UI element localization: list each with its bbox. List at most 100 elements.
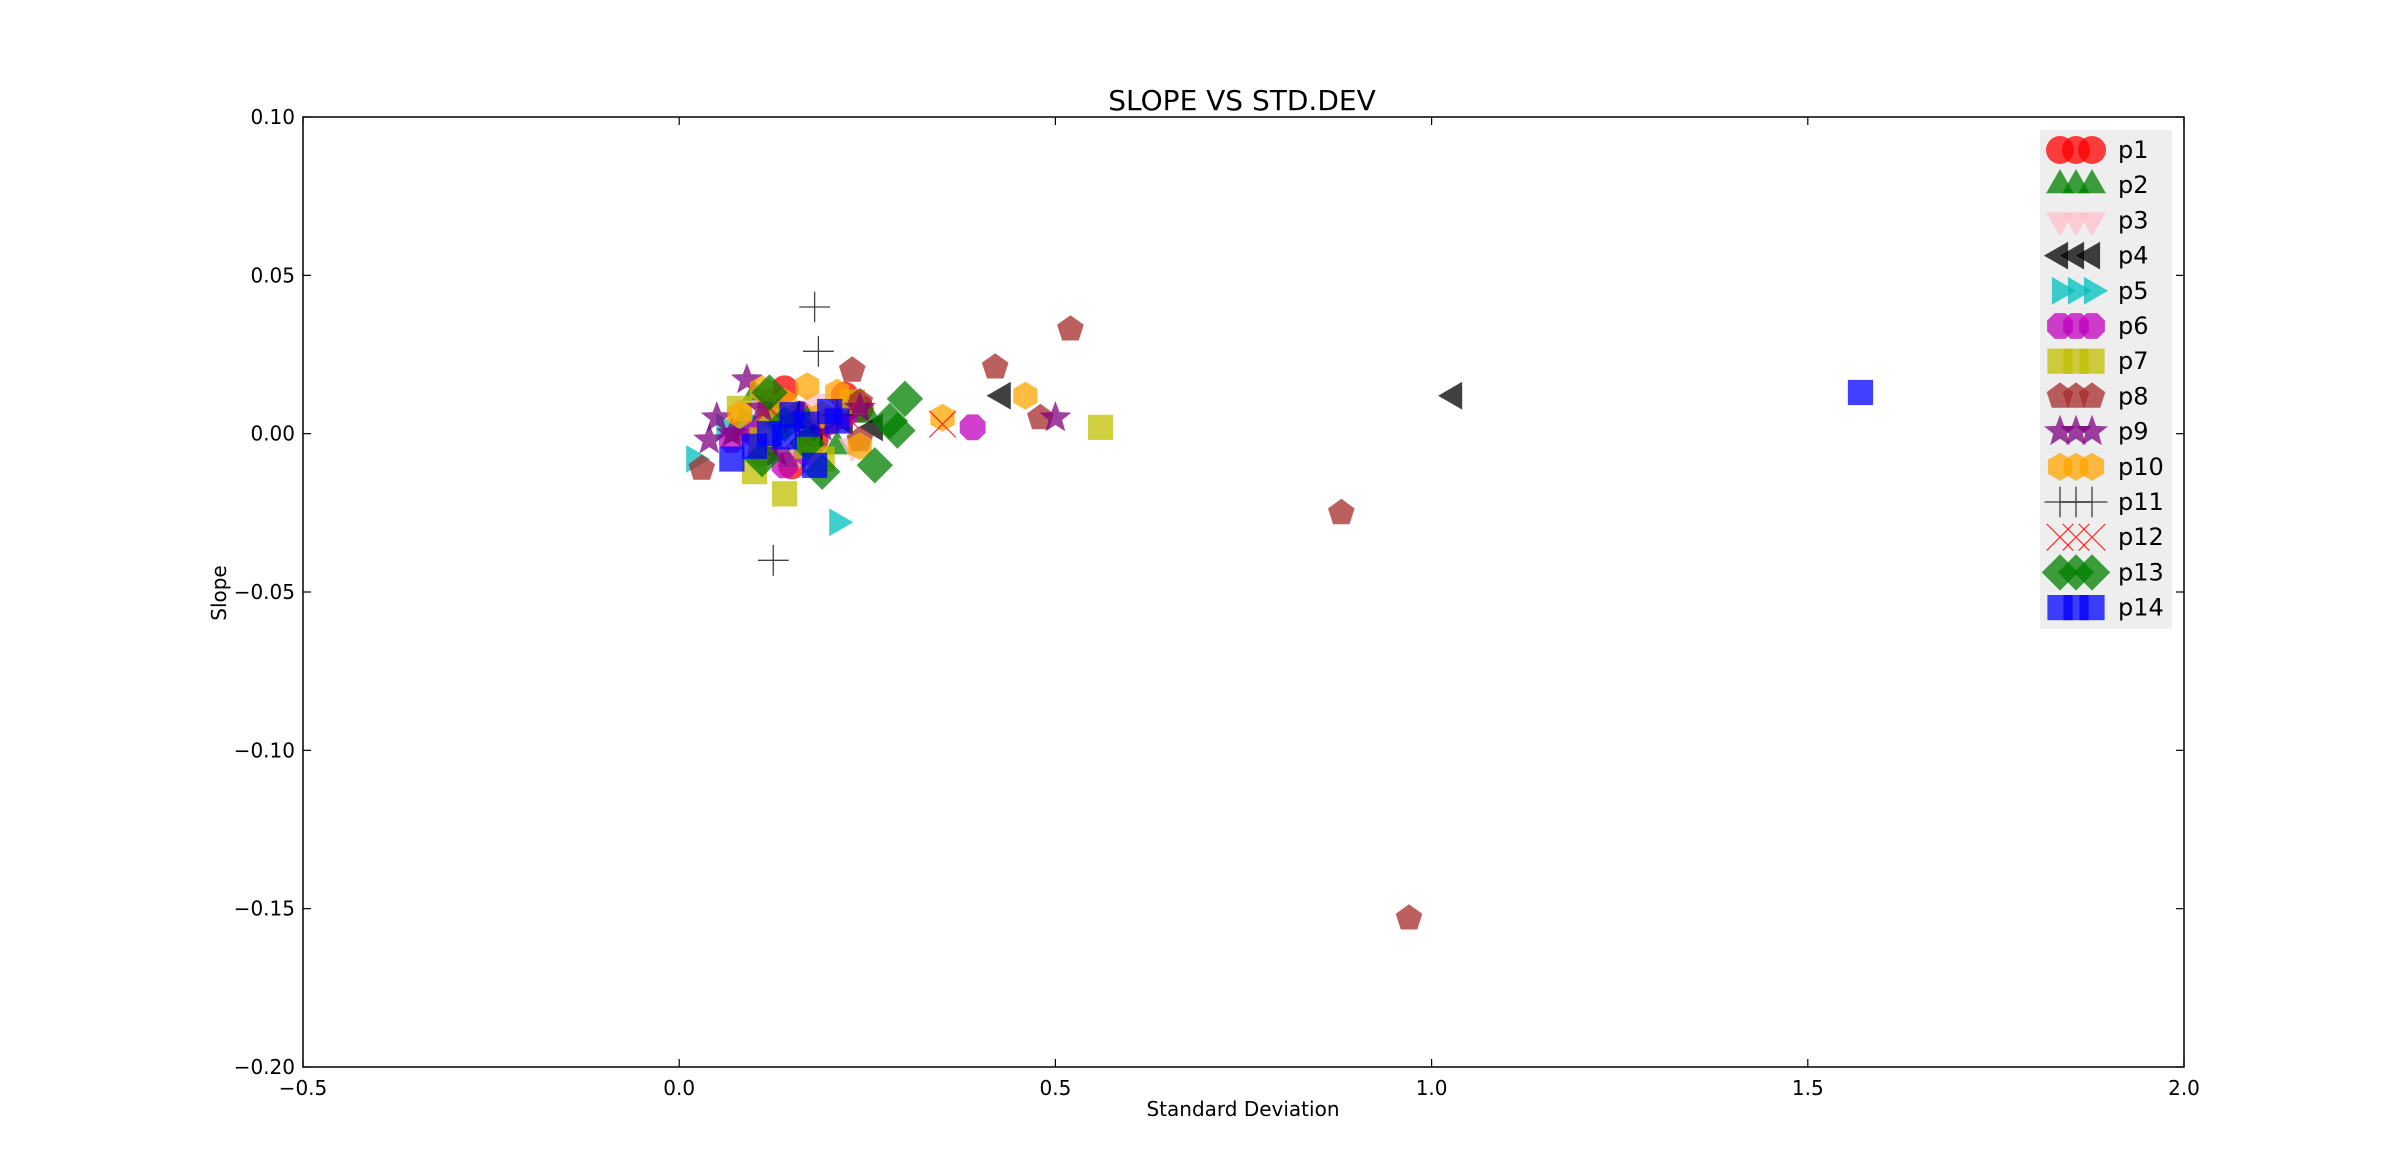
legend-marker-p2 [2078,169,2106,194]
data-point-p8 [838,356,866,382]
data-point-p10 [795,372,820,401]
data-point-p9 [1039,401,1072,432]
data-point-p9 [746,391,778,422]
legend-label-p13: p13 [2118,558,2164,586]
y-tick-label: −0.05 [234,580,295,604]
legend-item-p3: p3 [2046,206,2149,237]
legend-label-p5: p5 [2118,277,2149,305]
data-point-p9 [761,435,793,467]
legend-label-p12: p12 [2118,523,2164,551]
legend-label-p7: p7 [2118,347,2149,375]
legend-label-p11: p11 [2118,488,2164,516]
y-tick-label: −0.10 [234,738,295,762]
data-point-p14 [824,408,850,434]
legend-marker-p8 [2078,382,2106,408]
legend-marker-p11 [2076,486,2108,518]
legend-item-p9: p9 [2044,414,2149,446]
data-point-p8 [1027,403,1054,430]
legend-marker-p9 [2076,414,2108,446]
series-p14 [719,379,1874,478]
legend-marker-p9 [2060,414,2092,446]
legend-item-p5: p5 [2051,276,2149,305]
data-point-p10 [847,432,872,461]
data-point-p10 [930,403,955,432]
data-point-p8 [688,454,716,480]
data-point-p9 [693,423,726,454]
data-point-p10 [727,400,752,429]
x-tick-label: 0.5 [1039,1076,1071,1100]
legend-item-p8: p8 [2046,382,2149,410]
legend-label-p14: p14 [2118,594,2164,622]
data-point-p14 [1847,379,1874,406]
legend-marker-p5 [2083,276,2109,305]
legend-marker-p6 [2079,313,2105,339]
legend-marker-p12 [2062,523,2090,551]
data-point-p4 [1438,381,1463,410]
legend-marker-p7 [2079,348,2105,374]
axes-layer: −0.5 0.0 0.5 1.0 1.5 2.0 0.10 0.05 0.00 −0.05 −0.1… [234,105,2200,1100]
data-point-p13 [751,374,788,411]
legend-marker-p10 [2079,452,2105,481]
data-point-p8 [1395,904,1423,930]
data-point-p12 [928,410,957,438]
data-point-p14 [719,446,745,472]
y-tick-label: 0.10 [250,105,295,129]
y-axis-label: Slope [207,565,231,621]
legend-item-p11: p11 [2044,486,2164,518]
x-tick-label: −0.5 [279,1076,328,1100]
data-point-p4 [986,381,1011,410]
legend-label-p4: p4 [2118,242,2149,270]
data-point-p9 [730,363,763,394]
legend-marker-p12 [2046,523,2074,551]
legend-label-p8: p8 [2118,382,2149,410]
legend: p1 p2 p3 p4 p5 p6 p7 p8 p9 p10 p11 p12 p13 p14 [2040,130,2172,629]
legend-item-p13: p13 [2041,554,2164,591]
data-point-p9 [715,416,748,448]
legend-label-p9: p9 [2118,418,2149,446]
legend-item-p12: p12 [2046,523,2164,551]
data-point-p5 [829,508,854,537]
x-tick-label: 0.0 [663,1076,695,1100]
y-tick-label: −0.15 [234,897,295,921]
legend-item-p4: p4 [2043,241,2149,270]
legend-marker-p12 [2078,523,2106,551]
legend-marker-p14 [2079,595,2105,621]
legend-item-p1: p1 [2046,136,2149,164]
y-tick-label: −0.20 [234,1055,295,1079]
data-point-p14 [741,433,768,459]
data-point-p13 [886,380,924,417]
x-tick-label: 2.0 [2168,1076,2200,1100]
legend-marker-p4 [2059,241,2085,270]
plot-layer [686,291,1874,930]
legend-marker-p4 [2043,241,2069,270]
legend-item-p2: p2 [2046,169,2149,199]
x-tick-label: 1.0 [1416,1076,1448,1100]
legend-label-p1: p1 [2118,136,2149,164]
legend-label-p2: p2 [2118,171,2149,199]
legend-box [2040,130,2172,629]
data-point-p8 [1328,498,1355,525]
data-point-p11 [799,291,831,323]
legend-item-p6: p6 [2047,312,2149,340]
chart-title: SLOPE VS STD.DEV [1108,84,1375,117]
data-point-p6 [959,414,986,441]
data-point-p13 [871,402,909,440]
legend-label-p3: p3 [2118,206,2149,234]
data-point-p7 [771,481,798,507]
legend-item-p7: p7 [2047,347,2149,375]
legend-marker-p5 [2051,276,2077,305]
legend-label-p10: p10 [2118,453,2164,481]
data-point-p7 [1087,414,1114,440]
data-point-p10 [1013,381,1038,410]
data-point-p11 [757,544,789,576]
y-tick-label: 0.05 [250,263,295,287]
legend-marker-p13 [2073,554,2111,591]
x-axis-label: Standard Deviation [1146,1097,1339,1121]
legend-marker-p1 [2078,136,2106,164]
legend-item-p14: p14 [2047,594,2164,622]
x-tick-label: 1.5 [1792,1076,1824,1100]
y-tick-label: 0.00 [250,422,295,446]
data-point-p9 [843,391,876,422]
